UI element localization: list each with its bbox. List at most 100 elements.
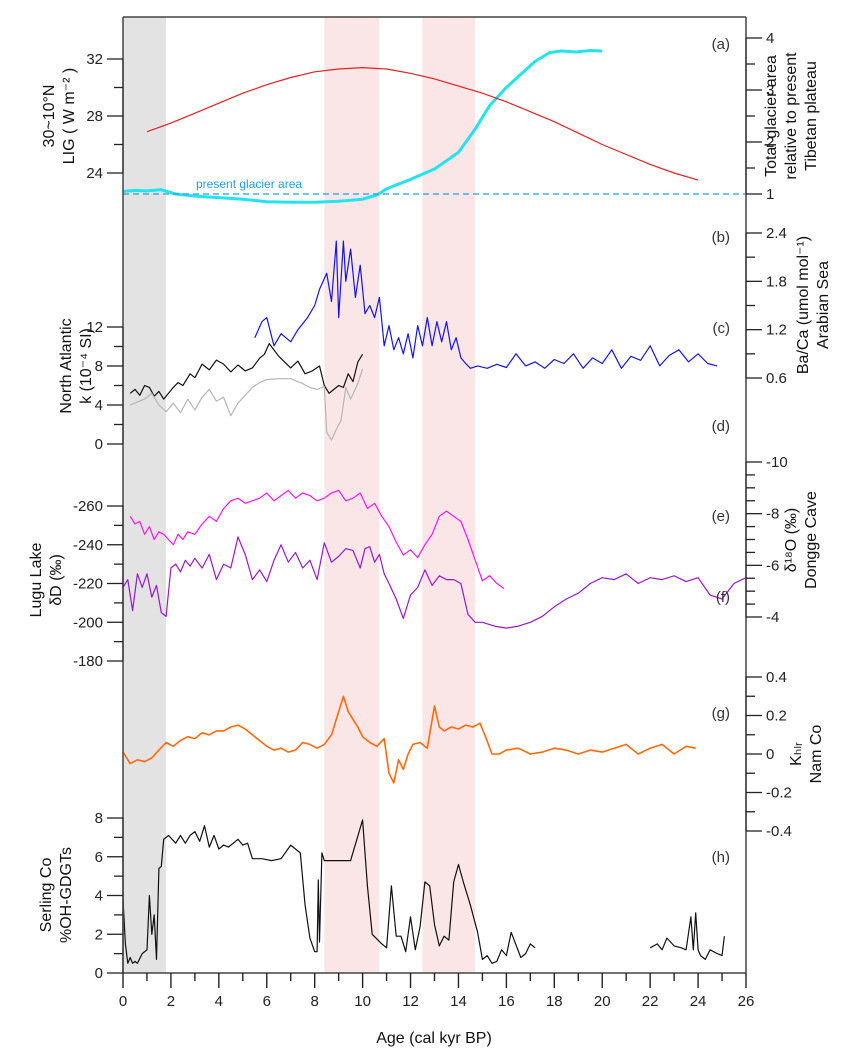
x-tick-label: 16	[498, 993, 515, 1010]
axis-title-line: δ¹⁸O (‰)	[783, 508, 800, 573]
y-tick-label-lig: 28	[86, 108, 103, 125]
y-tick-label-dD: -200	[73, 614, 103, 631]
y-tick-label-kclr: -0.4	[766, 823, 792, 840]
x-tick-label: 26	[738, 993, 755, 1010]
axis-title-dD: Lugu Lake δD (‰)	[28, 543, 65, 618]
axis-title-glacier: Total glacier area relative to present Tib…	[763, 52, 820, 180]
shaded-band-2	[422, 17, 476, 973]
x-tick-label: 8	[311, 993, 319, 1010]
y-tick-label-d18o: -4	[766, 609, 779, 626]
x-tick-label: 0	[119, 993, 127, 1010]
y-tick-label-ohgdgt: 8	[95, 810, 103, 827]
x-tick-label: 14	[450, 993, 467, 1010]
y-tick-label-kclr: 0.4	[766, 669, 787, 686]
series-line-9	[649, 912, 725, 961]
x-tick-label: 4	[215, 993, 223, 1010]
x-tick-label: 20	[594, 993, 611, 1010]
axis-title-line: Nam Co	[808, 725, 825, 784]
panel-label: (d)	[712, 418, 730, 435]
axis-title-baca: Ba/Ca (umol mol⁻¹) Arabian Sea	[795, 236, 832, 374]
panel-label: (f)	[716, 589, 730, 606]
y-tick-label-ohgdgt: 6	[95, 849, 103, 866]
y-tick-label-glacier: 2	[766, 134, 774, 151]
y-tick-label-k: 12	[86, 319, 103, 336]
series-line-5	[129, 489, 505, 590]
y-tick-label-k: 0	[95, 436, 103, 453]
shaded-band-0	[123, 17, 167, 973]
x-tick-label: 22	[642, 993, 659, 1010]
y-tick-label-ohgdgt: 0	[95, 965, 103, 982]
y-tick-label-kclr: -0.2	[766, 785, 792, 802]
series-line-4	[129, 368, 364, 441]
series-line-7	[122, 695, 696, 784]
axis-title-line: %OH-GDGTs	[58, 847, 75, 943]
y-tick-label-glacier: 4	[766, 30, 774, 47]
y-tick-label-baca: 1.8	[766, 273, 787, 290]
axis-title-line: Dongge Cave	[803, 491, 820, 589]
y-tick-label-d18o: -8	[766, 506, 779, 523]
y-tick-label-glacier: 3	[766, 82, 774, 99]
y-tick-label-dD: -260	[73, 498, 103, 515]
y-tick-label-dD: -180	[73, 653, 103, 670]
panel-labels: (a) (b) (c) (d) (e) (f) (g) (h)	[712, 36, 730, 866]
present-glacier-area-label: present glacier area	[196, 177, 302, 191]
x-tick-label: 10	[354, 993, 371, 1010]
axis-title-line: δD (‰)	[48, 554, 65, 606]
series-line-6	[122, 536, 747, 629]
y-tick-label-glacier: 1	[766, 186, 774, 203]
axis-title-line: Lugu Lake	[28, 543, 45, 618]
y-tick-label-ohgdgt: 4	[95, 888, 103, 905]
y-tick-label-d18o: -10	[766, 454, 788, 471]
panel-label: (b)	[712, 229, 730, 246]
annotations: present glacier area	[123, 177, 746, 195]
x-tick-label: 2	[167, 993, 175, 1010]
shaded-bands	[123, 17, 476, 973]
axis-title-k: North Atlantic k (10⁻⁴ SI)	[58, 318, 95, 413]
axis-title-line: Serling Co	[38, 858, 55, 933]
y-tick-label-lig: 32	[86, 51, 103, 68]
x-tick-label: 6	[263, 993, 271, 1010]
series-line-3	[129, 343, 364, 400]
y-tick-label-dD: -220	[73, 576, 103, 593]
series-line-2	[254, 240, 718, 369]
axis-title-line: Total glacier area	[763, 55, 780, 177]
axis-title-lig: 30~10°N LIG ( W m⁻² )	[41, 68, 78, 164]
series-line-8	[122, 819, 536, 964]
series-lines	[122, 49, 747, 964]
y-tick-label-k: 4	[95, 397, 103, 414]
x-axis-label: Age (cal kyr BP)	[376, 1030, 492, 1047]
x-tick-label: 18	[546, 993, 563, 1010]
y-tick-label-baca: 2.4	[766, 225, 787, 242]
y-tick-label-d18o: -6	[766, 557, 779, 574]
y-tick-label-kclr: 0.2	[766, 708, 787, 725]
panel-label: (g)	[712, 705, 730, 722]
axis-title-d18o: δ¹⁸O (‰) Dongge Cave	[783, 491, 820, 589]
y-tick-label-baca: 0.6	[766, 370, 787, 387]
axis-title-line: 30~10°N	[41, 85, 58, 148]
axis-title-line: Arabian Sea	[815, 261, 832, 349]
series-line-1	[146, 66, 699, 181]
panel-label: (e)	[712, 508, 730, 525]
y-tick-label-dD: -240	[73, 537, 103, 554]
axis-title-line: North Atlantic	[58, 318, 75, 413]
axis-title-line: Ba/Ca (umol mol⁻¹)	[795, 236, 812, 374]
axis-title-line: k (10⁻⁴ SI)	[78, 328, 95, 404]
y-tick-label-baca: 1.2	[766, 322, 787, 339]
y-tick-label-lig: 24	[86, 165, 103, 182]
x-tick-label: 12	[402, 993, 419, 1010]
series-line-0	[122, 49, 603, 204]
axis-title-line: Tibetan plateau	[803, 61, 820, 171]
panel-label: (a)	[712, 36, 730, 53]
axis-title-line: LIG ( W m⁻² )	[61, 68, 78, 164]
x-tick-label: 24	[690, 993, 707, 1010]
shaded-band-1	[324, 17, 380, 973]
axis-title-ohgdgt: Serling Co %OH-GDGTs	[38, 847, 75, 943]
y-tick-label-k: 8	[95, 358, 103, 375]
panel-label: (c)	[713, 320, 731, 337]
axis-title-line: relative to present	[783, 52, 800, 180]
panel-label: (h)	[712, 849, 730, 866]
axis-title-line: Kₕₗᵣ	[788, 742, 805, 766]
y-tick-label-ohgdgt: 2	[95, 926, 103, 943]
axis-title-kclr: Kₕₗᵣ Nam Co	[788, 725, 825, 784]
